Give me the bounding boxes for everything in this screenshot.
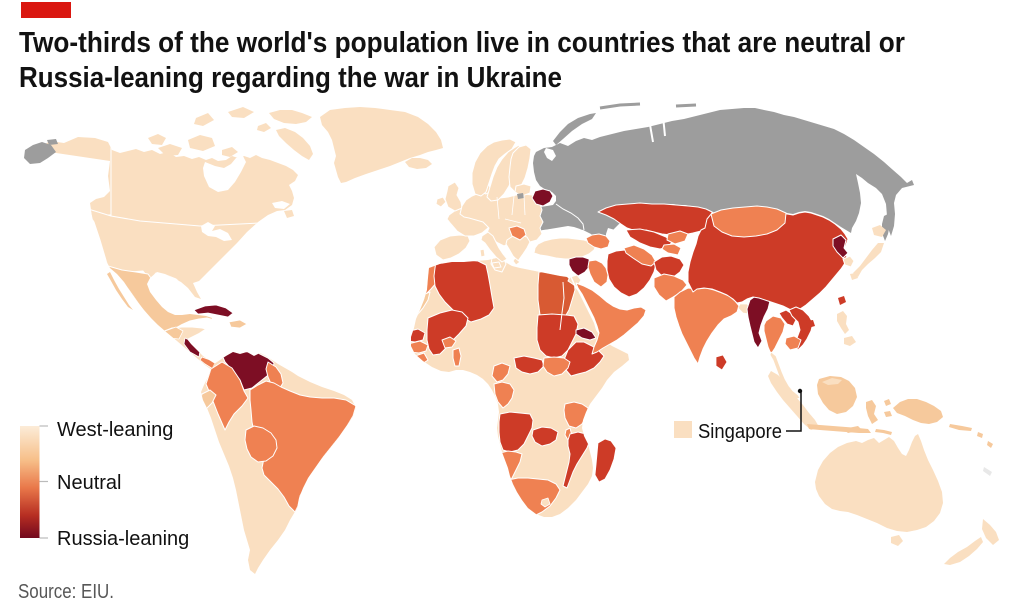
svg-text:Russia-leaning regarding the w: Russia-leaning regarding the war in Ukra… (19, 62, 562, 94)
svg-text:Source: EIU.: Source: EIU. (18, 581, 114, 603)
svg-text:Two-thirds of the world's popu: Two-thirds of the world's population liv… (19, 27, 905, 59)
svg-text:West-leaning: West-leaning (57, 419, 173, 441)
svg-text:Russia-leaning: Russia-leaning (57, 528, 189, 550)
svg-text:Singapore: Singapore (698, 421, 782, 443)
svg-text:Neutral: Neutral (57, 472, 121, 494)
